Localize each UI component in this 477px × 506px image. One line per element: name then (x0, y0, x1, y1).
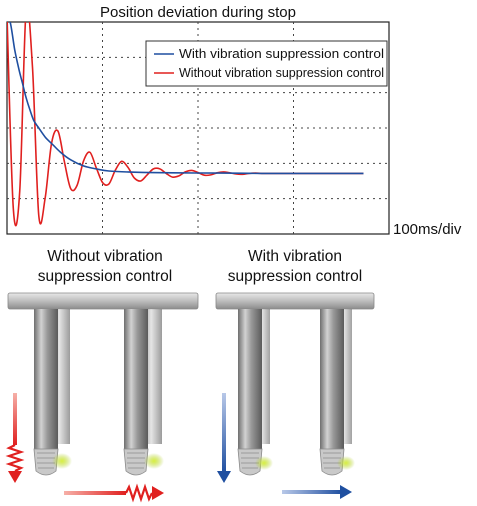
tip-glow-right-2 (337, 456, 355, 470)
tool-shaft-right-2 (320, 309, 344, 449)
series-line-with-suppression (9, 22, 364, 175)
caption-with-line2: suppression control (227, 268, 363, 285)
tool-tip-right-1 (237, 448, 263, 476)
caption-with-line1: With vibration (248, 248, 342, 265)
tool-tip-right-2 (319, 448, 345, 476)
vertical-arrow-red-head (8, 471, 22, 483)
caption-with-suppression: With vibration suppression control (206, 247, 384, 287)
caption-without-line2: suppression control (37, 268, 173, 285)
horizontal-arrow-red-head (152, 486, 164, 500)
tool-illustration (5, 292, 375, 503)
chart-title: Position deviation during stop (100, 4, 296, 21)
tool-shaft-left-1 (34, 309, 58, 449)
tool-flutes-left-1 (37, 452, 55, 469)
tip-glow-left-2 (144, 453, 164, 469)
horizontal-arrow-red-shaft (64, 491, 126, 495)
tool-flutes-right-1 (241, 452, 259, 469)
deviation-chart: With vibration suppression control Withou… (6, 21, 390, 235)
horizontal-arrow-red-vibration (125, 483, 153, 503)
caption-without-suppression: Without vibration suppression control (0, 247, 210, 287)
tool-flutes-left-2 (127, 452, 145, 469)
legend-box (145, 40, 388, 87)
series-line-without-suppression (7, 22, 364, 227)
horizontal-arrow-blue-head (340, 485, 352, 499)
rail-right (215, 292, 375, 310)
tool-shaft-right-1 (238, 309, 262, 449)
legend-label-without: Without vibration suppression control (179, 66, 384, 80)
vertical-arrow-blue-shaft (222, 393, 226, 473)
tool-flutes-right-2 (323, 452, 341, 469)
tool-tip-left-1 (33, 448, 59, 476)
time-scale-label: 100ms/div (393, 221, 462, 238)
tip-glow-right-1 (255, 456, 273, 470)
vertical-arrow-blue-head (217, 471, 231, 483)
caption-without-line1: Without vibration (47, 248, 163, 265)
vertical-arrow-red-vibration (5, 444, 25, 472)
horizontal-arrow-blue-shaft (282, 490, 342, 494)
without-suppression-illustration (5, 292, 199, 503)
vertical-arrow-red-shaft (13, 393, 17, 445)
rail-left (7, 292, 199, 310)
tool-shaft-left-2 (124, 309, 148, 449)
tip-glow-left-1 (52, 453, 72, 469)
tool-tip-left-2 (123, 448, 149, 476)
legend-label-with: With vibration suppression control (179, 47, 384, 61)
with-suppression-illustration (215, 292, 375, 499)
tool-ghost-left-2 (144, 309, 162, 444)
